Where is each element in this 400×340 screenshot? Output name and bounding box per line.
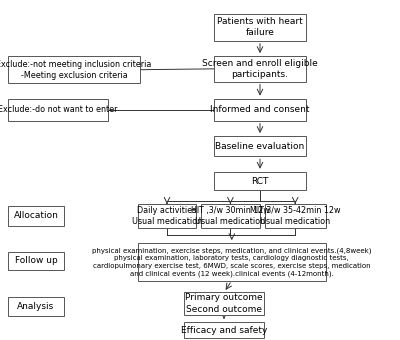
FancyBboxPatch shape bbox=[8, 297, 64, 316]
Text: MIT,3/w 35-42min 12w
Usual medication: MIT,3/w 35-42min 12w Usual medication bbox=[250, 206, 340, 226]
Text: Baseline evaluation: Baseline evaluation bbox=[215, 142, 305, 151]
FancyBboxPatch shape bbox=[8, 99, 108, 121]
FancyBboxPatch shape bbox=[214, 56, 306, 82]
Text: Patients with heart
failure: Patients with heart failure bbox=[217, 17, 303, 37]
Text: RCT: RCT bbox=[251, 176, 269, 186]
Text: Efficacy and safety: Efficacy and safety bbox=[181, 326, 267, 335]
Text: physical examination, exercise steps, medication, and clinical events.(4,8week)
: physical examination, exercise steps, me… bbox=[92, 247, 372, 276]
FancyBboxPatch shape bbox=[8, 252, 64, 270]
FancyBboxPatch shape bbox=[265, 204, 326, 228]
FancyBboxPatch shape bbox=[8, 206, 64, 226]
Text: Allocation: Allocation bbox=[14, 211, 58, 220]
Text: Analysis: Analysis bbox=[17, 302, 55, 311]
FancyBboxPatch shape bbox=[214, 136, 306, 156]
Text: Exclude:-do not want to enter: Exclude:-do not want to enter bbox=[0, 105, 118, 114]
FancyBboxPatch shape bbox=[184, 292, 264, 314]
FancyBboxPatch shape bbox=[214, 14, 306, 41]
Text: Informed and consent: Informed and consent bbox=[210, 105, 310, 114]
Text: Follow up: Follow up bbox=[15, 256, 57, 266]
Text: Daily activities
Usual medication: Daily activities Usual medication bbox=[132, 206, 202, 226]
Text: Screen and enroll eligible
participants.: Screen and enroll eligible participants. bbox=[202, 59, 318, 79]
FancyBboxPatch shape bbox=[214, 172, 306, 190]
FancyBboxPatch shape bbox=[184, 322, 264, 338]
Text: HIT ,3/w 30min 12w
Usual medication: HIT ,3/w 30min 12w Usual medication bbox=[191, 206, 270, 226]
FancyBboxPatch shape bbox=[214, 99, 306, 121]
FancyBboxPatch shape bbox=[8, 56, 140, 83]
FancyBboxPatch shape bbox=[138, 204, 196, 228]
FancyBboxPatch shape bbox=[201, 204, 260, 228]
Text: Exclude:-not meeting inclusion criteria
-Meeting exclusion criteria: Exclude:-not meeting inclusion criteria … bbox=[0, 59, 152, 80]
FancyBboxPatch shape bbox=[138, 243, 326, 280]
Text: Primary outcome
Second outcome: Primary outcome Second outcome bbox=[185, 293, 263, 313]
